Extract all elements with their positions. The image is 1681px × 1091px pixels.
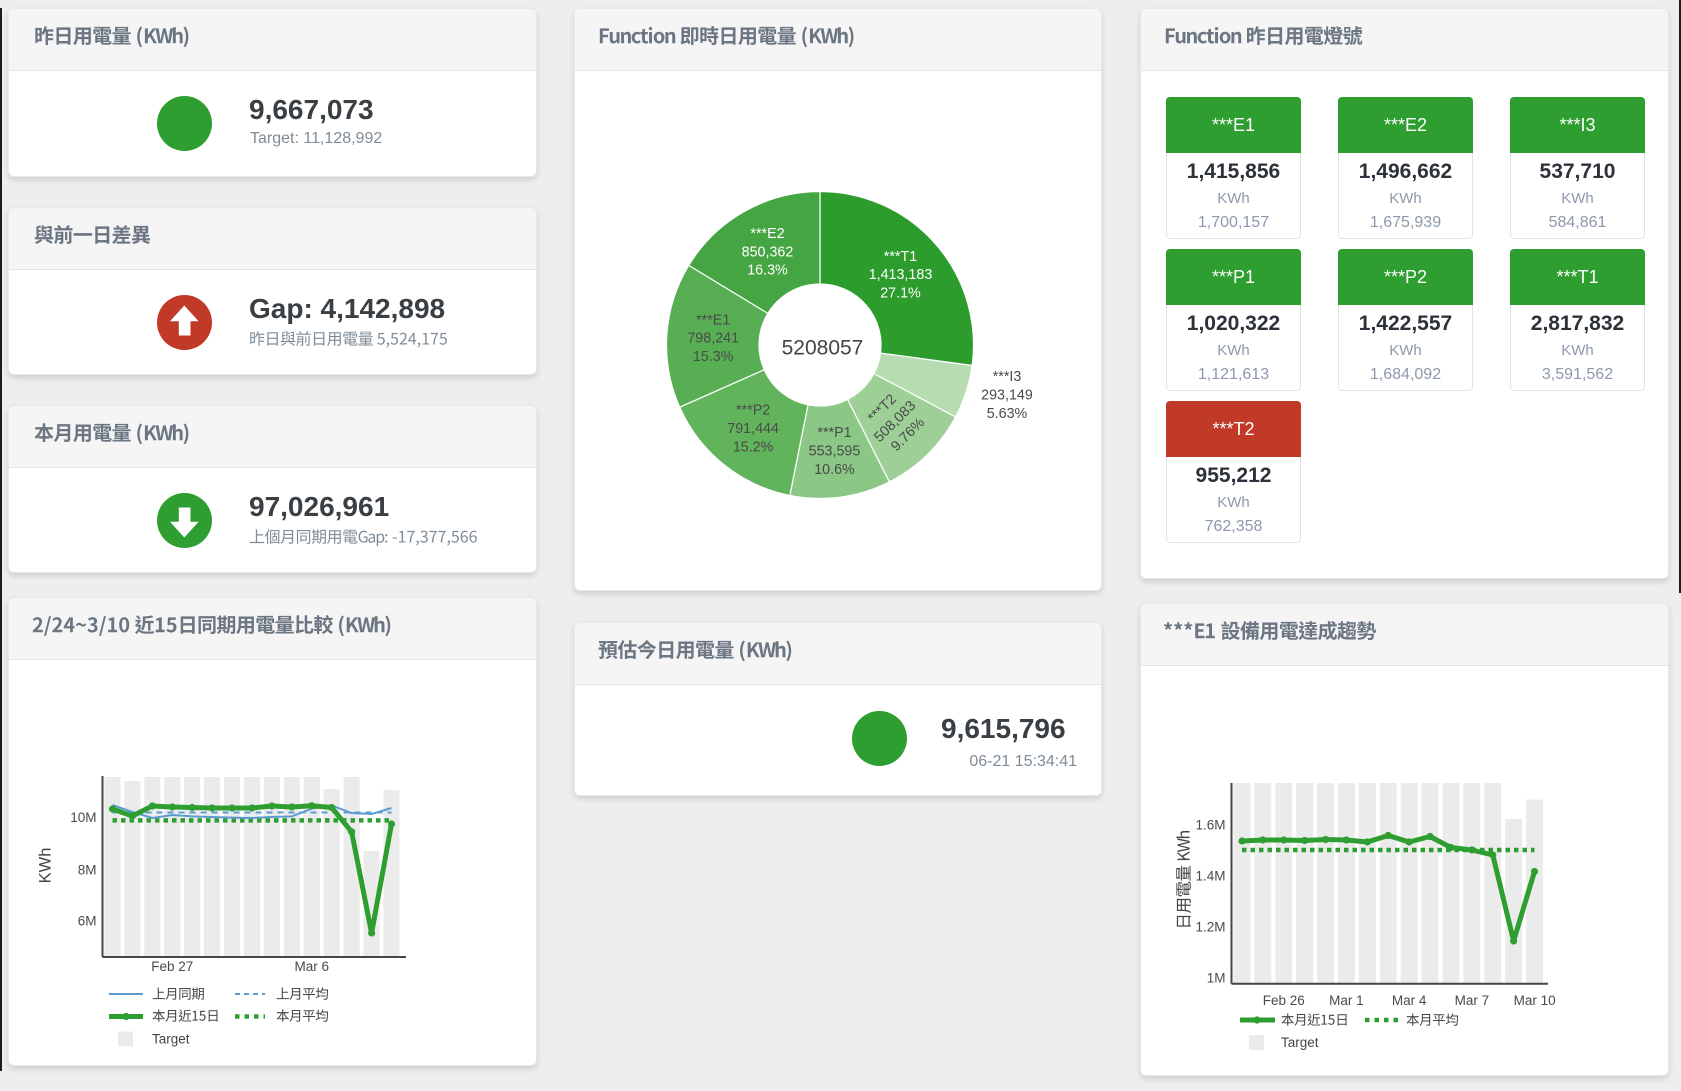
svg-text:Feb 27: Feb 27 — [151, 959, 193, 974]
svg-text:5208057: 5208057 — [782, 337, 864, 360]
svg-text:1.6M: 1.6M — [1195, 818, 1225, 833]
svg-text:Mar 4: Mar 4 — [1392, 993, 1427, 1008]
svg-text:Feb 26: Feb 26 — [1263, 993, 1305, 1008]
svg-text:Mar 6: Mar 6 — [295, 959, 330, 974]
svg-text:Mar 10: Mar 10 — [1514, 993, 1556, 1008]
svg-text:8M: 8M — [78, 863, 97, 878]
svg-text:1.4M: 1.4M — [1195, 869, 1225, 884]
svg-text:Mar 1: Mar 1 — [1329, 993, 1364, 1008]
svg-text:10M: 10M — [70, 810, 96, 825]
svg-text:1M: 1M — [1207, 971, 1226, 986]
svg-text:6M: 6M — [78, 914, 97, 929]
svg-text:1.2M: 1.2M — [1195, 920, 1225, 935]
svg-text:Mar 7: Mar 7 — [1455, 993, 1490, 1008]
svg-text:Target: Target — [152, 1032, 190, 1047]
svg-text:Target: Target — [1281, 1035, 1319, 1050]
